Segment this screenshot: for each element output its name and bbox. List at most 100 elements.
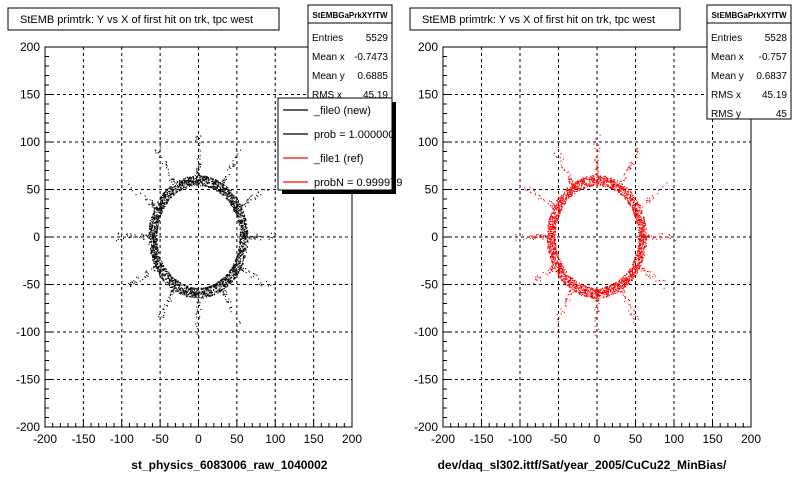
data-point	[579, 184, 581, 186]
data-point	[190, 296, 192, 298]
data-point	[238, 261, 240, 263]
data-point	[203, 287, 205, 289]
data-point	[196, 296, 198, 298]
data-point	[154, 209, 156, 211]
data-point	[242, 247, 244, 249]
data-point	[150, 240, 152, 242]
data-point	[635, 217, 637, 219]
data-point	[157, 251, 159, 253]
data-point	[226, 187, 228, 189]
data-point	[134, 281, 136, 283]
data-point	[238, 216, 240, 218]
data-point	[578, 186, 580, 188]
data-point	[562, 200, 564, 202]
data-point	[640, 220, 642, 222]
data-point	[569, 190, 571, 192]
data-point	[584, 290, 586, 292]
data-point	[606, 289, 608, 291]
data-point	[561, 274, 563, 276]
data-point	[629, 304, 631, 306]
data-point	[563, 200, 565, 202]
data-point	[619, 281, 621, 283]
data-point	[153, 243, 155, 245]
data-point	[184, 289, 186, 291]
data-point	[153, 233, 155, 235]
data-point	[210, 285, 212, 287]
data-point	[230, 197, 232, 199]
data-point	[188, 179, 190, 181]
data-point	[156, 238, 158, 240]
data-point	[244, 234, 246, 236]
data-point	[163, 280, 165, 282]
data-point	[175, 191, 177, 193]
data-point	[573, 285, 575, 287]
data-point	[579, 181, 581, 183]
data-point	[155, 247, 157, 249]
data-point	[547, 247, 549, 249]
data-point	[156, 244, 158, 246]
data-point	[633, 322, 635, 324]
data-point	[237, 201, 239, 203]
data-point	[604, 175, 606, 177]
data-point	[240, 207, 242, 209]
data-point	[209, 295, 211, 297]
data-point	[134, 234, 136, 236]
data-point	[608, 286, 610, 288]
data-point	[159, 214, 161, 216]
data-point	[218, 190, 220, 192]
data-point	[552, 224, 554, 226]
data-point	[153, 222, 155, 224]
data-point	[573, 191, 575, 193]
data-point	[195, 291, 197, 293]
data-point	[205, 178, 207, 180]
data-point	[210, 177, 212, 179]
data-point	[643, 257, 645, 259]
data-point	[173, 193, 175, 195]
data-point	[562, 265, 564, 267]
data-point	[548, 223, 550, 225]
data-point	[227, 194, 229, 196]
data-point	[228, 200, 230, 202]
data-point	[630, 195, 632, 197]
data-point	[224, 286, 226, 288]
data-point	[611, 289, 613, 291]
data-point	[158, 266, 160, 268]
data-point	[205, 185, 207, 187]
data-point	[618, 190, 620, 192]
data-point	[254, 197, 256, 199]
data-point	[237, 216, 239, 218]
data-point	[213, 184, 215, 186]
data-point	[187, 179, 189, 181]
data-point	[555, 271, 557, 273]
data-point	[241, 237, 243, 239]
x-tick-label: 50	[629, 432, 643, 446]
data-point	[205, 184, 207, 186]
data-point	[229, 271, 231, 273]
data-point	[615, 185, 617, 187]
data-point	[239, 255, 241, 257]
data-point	[160, 196, 162, 198]
data-point	[626, 273, 628, 275]
data-point	[599, 175, 601, 177]
data-point	[639, 239, 641, 241]
data-point	[162, 280, 164, 282]
data-point	[212, 294, 214, 296]
data-point	[238, 200, 240, 202]
data-point	[159, 270, 161, 272]
data-point	[627, 167, 629, 169]
data-point	[627, 200, 629, 202]
y-tick-label: -150	[16, 373, 40, 387]
data-point	[628, 280, 630, 282]
data-point	[220, 290, 222, 292]
data-point	[639, 215, 641, 217]
data-point	[160, 266, 162, 268]
data-point	[151, 246, 153, 248]
data-point	[164, 273, 166, 275]
data-point	[560, 264, 562, 266]
data-point	[641, 227, 643, 229]
data-point	[629, 202, 631, 204]
data-point	[559, 272, 561, 274]
data-point	[153, 245, 155, 247]
data-point	[156, 214, 158, 216]
data-point	[238, 246, 240, 248]
